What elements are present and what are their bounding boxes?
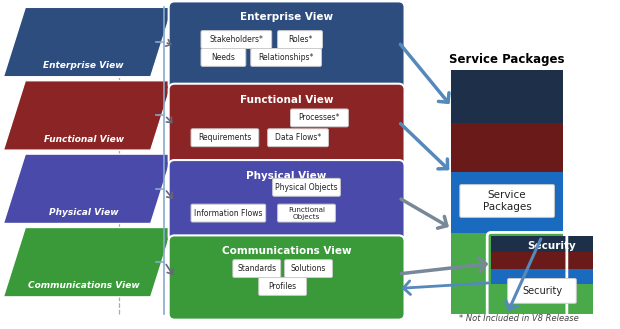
- Text: Communications View: Communications View: [28, 282, 140, 291]
- Bar: [491, 269, 593, 284]
- FancyBboxPatch shape: [169, 160, 405, 242]
- FancyBboxPatch shape: [460, 185, 554, 217]
- FancyBboxPatch shape: [169, 1, 405, 90]
- FancyBboxPatch shape: [259, 278, 306, 295]
- Bar: [491, 252, 593, 269]
- FancyBboxPatch shape: [169, 84, 405, 167]
- Text: Communications View: Communications View: [222, 246, 352, 256]
- FancyBboxPatch shape: [278, 31, 322, 48]
- FancyBboxPatch shape: [268, 129, 329, 147]
- FancyBboxPatch shape: [250, 48, 321, 66]
- FancyBboxPatch shape: [508, 279, 577, 303]
- Text: Functional View: Functional View: [43, 135, 123, 144]
- Text: Needs: Needs: [211, 53, 236, 62]
- Text: Requirements: Requirements: [198, 133, 252, 142]
- FancyBboxPatch shape: [233, 260, 281, 278]
- FancyBboxPatch shape: [191, 129, 259, 147]
- Text: Stakeholders*: Stakeholders*: [210, 35, 264, 44]
- Text: Enterprise View: Enterprise View: [240, 12, 333, 22]
- Polygon shape: [3, 154, 172, 223]
- FancyBboxPatch shape: [201, 31, 272, 48]
- Bar: [491, 237, 593, 252]
- Polygon shape: [3, 81, 172, 150]
- Text: Physical Objects: Physical Objects: [275, 183, 338, 192]
- Text: Roles*: Roles*: [288, 35, 312, 44]
- Bar: [451, 233, 563, 314]
- Text: Functional View: Functional View: [240, 94, 334, 105]
- Text: Functional
Objects: Functional Objects: [288, 207, 325, 219]
- Polygon shape: [3, 227, 172, 297]
- Text: Physical View: Physical View: [49, 208, 118, 217]
- Text: Relationships*: Relationships*: [259, 53, 314, 62]
- FancyBboxPatch shape: [191, 204, 266, 222]
- Bar: [451, 70, 563, 123]
- FancyBboxPatch shape: [201, 48, 246, 66]
- Text: Information Flows: Information Flows: [194, 209, 263, 217]
- Text: Solutions: Solutions: [291, 264, 326, 273]
- Text: * Not Included in V8 Release: * Not Included in V8 Release: [459, 314, 579, 323]
- Text: Security: Security: [528, 241, 577, 251]
- FancyBboxPatch shape: [169, 235, 405, 320]
- Text: Profiles: Profiles: [268, 282, 297, 291]
- Text: Data Flows*: Data Flows*: [275, 133, 321, 142]
- Text: Processes*: Processes*: [299, 114, 340, 122]
- FancyBboxPatch shape: [278, 204, 335, 222]
- Text: Security: Security: [522, 286, 562, 296]
- Text: Standards: Standards: [237, 264, 277, 273]
- Text: Physical View: Physical View: [246, 171, 327, 181]
- Bar: [451, 172, 563, 233]
- FancyBboxPatch shape: [285, 260, 332, 278]
- Polygon shape: [3, 7, 172, 77]
- FancyBboxPatch shape: [273, 178, 340, 196]
- Text: Enterprise View: Enterprise View: [43, 61, 124, 70]
- Text: Service
Packages: Service Packages: [483, 190, 531, 212]
- Bar: [491, 284, 593, 314]
- FancyBboxPatch shape: [291, 109, 348, 127]
- Bar: [451, 123, 563, 172]
- Text: Service Packages: Service Packages: [450, 53, 565, 66]
